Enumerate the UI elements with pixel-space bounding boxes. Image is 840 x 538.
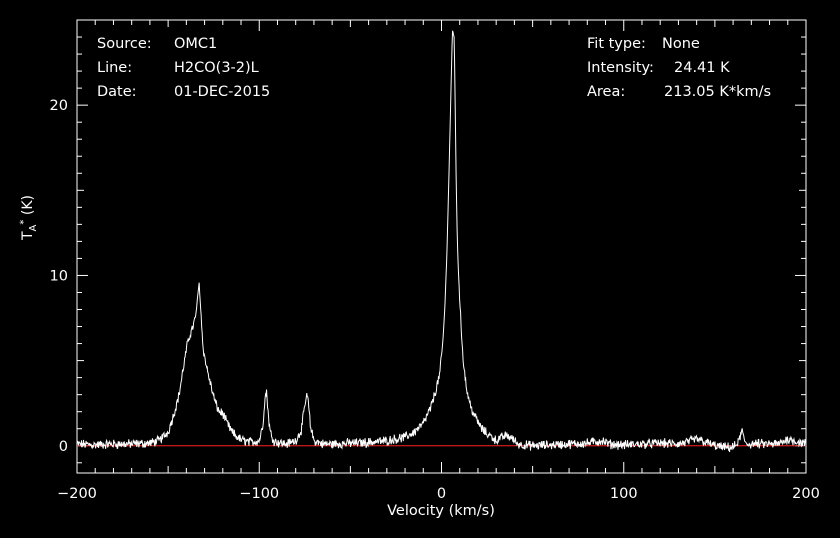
intensity-label: Intensity:: [587, 60, 654, 76]
x-tick-label: 200: [792, 486, 820, 502]
area-label: Area:: [587, 84, 626, 100]
line-value: H2CO(3-2)L: [174, 60, 259, 76]
y-axis-label-text: TA* (K): [18, 195, 39, 240]
y-tick-label: 10: [50, 268, 68, 284]
x-tick-label: −100: [239, 486, 279, 502]
line-label: Line:: [97, 60, 133, 76]
intensity-value: 24.41 K: [674, 60, 730, 76]
area-value: 213.05 K*km/s: [664, 84, 772, 100]
x-axis-label: Velocity (km/s): [387, 503, 495, 519]
axis-ticks: [76, 20, 807, 473]
date-label: Date:: [97, 84, 137, 100]
date-value: 01-DEC-2015: [174, 84, 271, 100]
series-group: [76, 30, 807, 453]
spectrum-line: [76, 30, 807, 453]
x-tick-label: −200: [57, 486, 97, 502]
y-tick-label: 20: [50, 98, 68, 114]
tick-labels: −200 −100 0 100 200 0 10 20: [50, 98, 820, 502]
source-value: OMC1: [174, 36, 218, 52]
y-axis-label: TA* (K): [18, 180, 38, 240]
y-tick-label: 0: [59, 439, 68, 455]
x-tick-label: 0: [437, 486, 446, 502]
source-label: Source:: [97, 36, 152, 52]
fit-type-value: None: [662, 36, 700, 52]
fit-type-label: Fit type:: [587, 36, 646, 52]
x-tick-label: 100: [610, 486, 638, 502]
